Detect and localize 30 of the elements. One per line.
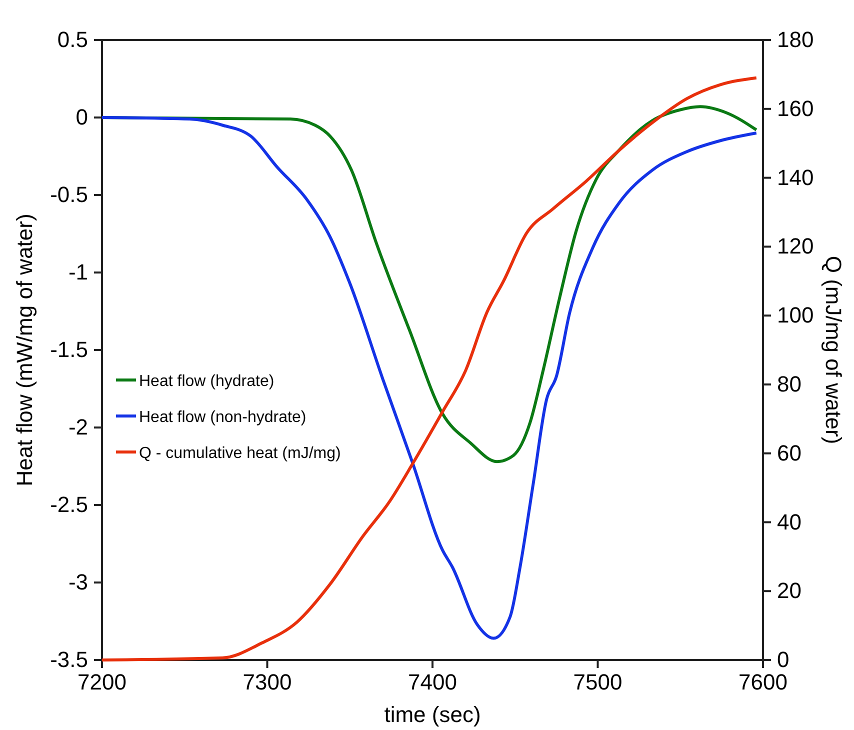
y-tick-label: 0 [76, 104, 88, 130]
x-tick-label: 7200 [78, 670, 126, 695]
y2-tick-label: 140 [777, 164, 814, 190]
x-axis-title: time (sec) [384, 702, 481, 727]
x-tick-label: 7600 [738, 670, 788, 695]
x-tick-label: 7300 [242, 670, 292, 695]
y2-tick-label: 100 [777, 302, 814, 328]
y-tick-label: -3.5 [50, 647, 88, 672]
y2-tick-label: 120 [777, 234, 814, 259]
y-tick-label: 0.5 [57, 27, 88, 52]
y2-tick-label: 180 [777, 27, 814, 52]
y-axis-title: Heat flow (mW/mg of water) [12, 214, 37, 486]
y-tick-label: -2.5 [50, 492, 88, 518]
x-tick-label: 7500 [573, 670, 622, 695]
y-tick-label: -0.5 [50, 182, 88, 208]
y2-tick-label: 0 [777, 647, 790, 672]
y2-tick-label: 60 [777, 440, 802, 466]
legend-label: Heat flow (hydrate) [139, 373, 274, 390]
y2-tick-label: 80 [777, 371, 802, 396]
y-tick-label: -3 [68, 570, 88, 595]
y2-tick-label: 160 [777, 96, 814, 121]
x-tick-label: 7400 [408, 670, 457, 695]
legend-label: Heat flow (non-hydrate) [139, 409, 306, 426]
y-tick-label: -1 [68, 260, 88, 285]
y2-tick-label: 40 [777, 509, 802, 534]
legend-label: Q - cumulative heat (mJ/mg) [139, 445, 341, 462]
y2-axis-title: Q (mJ/mg of water) [821, 256, 846, 444]
y2-tick-label: 20 [777, 578, 802, 604]
y-tick-label: -1.5 [50, 337, 88, 362]
y-tick-label: -2 [68, 414, 88, 440]
